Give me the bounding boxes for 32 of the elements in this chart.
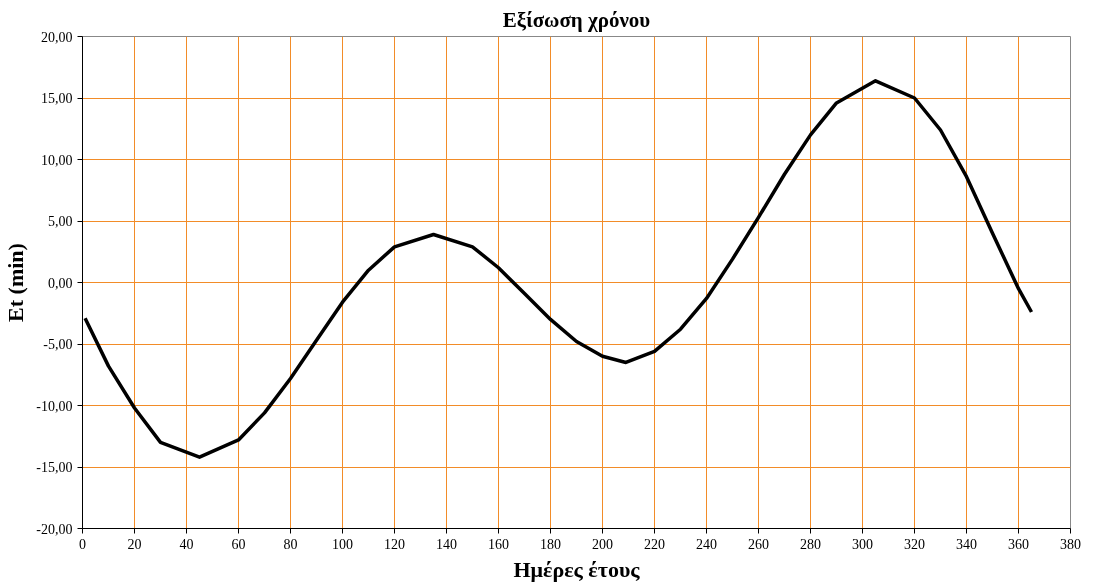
y-tick-label: -5,00 [43, 337, 73, 352]
x-tick-label: 20 [127, 536, 142, 552]
y-tick-label: 15,00 [41, 91, 73, 106]
x-tick-label: 280 [800, 536, 821, 552]
y-tick-label: -10,00 [36, 398, 73, 414]
x-tick-label: 60 [231, 536, 246, 552]
x-tick-label: 240 [696, 536, 717, 552]
x-tick-label: 260 [748, 536, 769, 552]
x-tick-label: 40 [179, 536, 194, 552]
x-tick-label: 0 [79, 536, 86, 552]
y-axis-title: Et (min) [3, 243, 29, 322]
x-axis-title: Ημέρες έτους [513, 556, 641, 582]
y-tick-label: 10,00 [41, 152, 73, 168]
x-tick-label: 180 [540, 536, 561, 552]
y-tick-label: 5,00 [48, 214, 73, 229]
x-tick-label: 80 [283, 536, 298, 552]
y-tick-label: -20,00 [36, 521, 73, 537]
x-tick-label: 300 [852, 536, 873, 552]
x-tick-label: 220 [644, 536, 665, 552]
y-tick-label: 20,00 [41, 29, 73, 45]
x-tick-label: 380 [1060, 536, 1081, 552]
chart-title: Εξίσωση χρόνου [502, 7, 651, 32]
y-tick-label: 0,00 [48, 275, 73, 291]
x-tick-label: 320 [904, 536, 925, 552]
x-tick-label: 200 [592, 536, 613, 552]
x-tick-label: 120 [384, 536, 405, 552]
x-tick-label: 160 [488, 536, 509, 552]
x-tick-label: 100 [332, 536, 353, 552]
x-tick-label: 360 [1008, 536, 1029, 552]
x-tick-label: 340 [956, 536, 977, 552]
x-tick-label: 140 [436, 536, 457, 552]
y-tick-label: -15,00 [36, 460, 73, 475]
